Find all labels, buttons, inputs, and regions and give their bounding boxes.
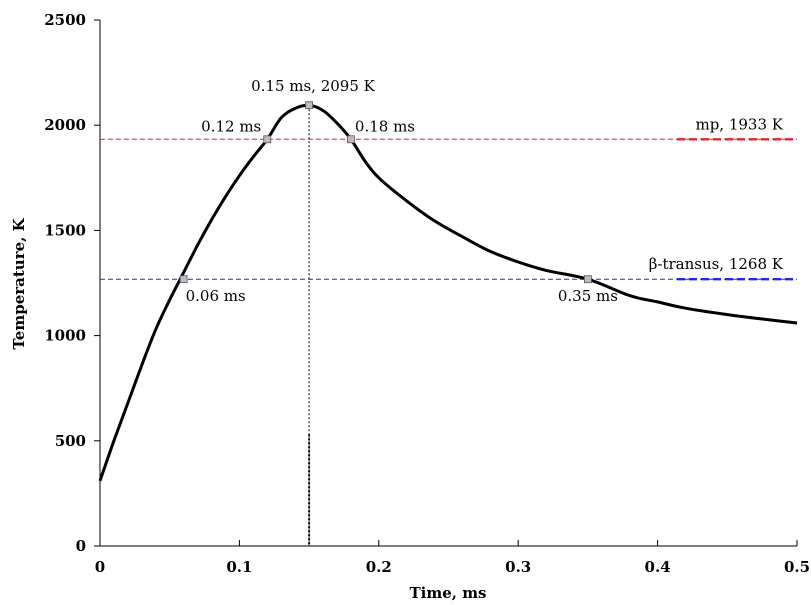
y-tick-label: 0 [76,537,86,555]
x-tick-label: 0.5 [784,558,810,576]
data-marker [347,136,354,143]
x-tick-label: 0 [95,558,105,576]
marker-label: 0.12 ms [201,117,261,135]
y-tick-label: 2000 [44,116,86,134]
axes [100,20,797,546]
y-tick-label: 500 [55,432,86,450]
marker-label: 0.35 ms [558,287,618,305]
marker-label: 0.06 ms [186,287,246,305]
y-tick-label: 2500 [44,11,86,29]
reference-line-label: β-transus, 1268 K [649,255,784,273]
marker-label: 0.18 ms [355,117,415,135]
annotations: mp, 1933 K β-transus, 1268 K 0.06 ms 0.12 m… [186,77,784,305]
x-tick-label: 0.1 [226,558,252,576]
data-marker [306,102,313,109]
y-axis-title: Temperature, K [10,217,28,349]
x-tick-label: 0.3 [505,558,531,576]
data-marker [584,276,591,283]
data-marker [180,276,187,283]
reference-line-label: mp, 1933 K [695,115,783,133]
x-tick-label: 0.2 [366,558,392,576]
x-tick-label: 0.4 [645,558,671,576]
y-ticks: 0 500 1000 1500 2000 2500 [44,11,100,555]
y-tick-label: 1000 [44,327,86,345]
x-axis-title: Time, ms [409,584,486,602]
data-marker [264,136,271,143]
x-ticks: 0 0.1 0.2 0.3 0.4 0.5 [95,540,810,576]
y-tick-label: 1500 [44,221,86,239]
reference-lines [100,105,797,546]
marker-label: 0.15 ms, 2095 K [251,77,376,95]
